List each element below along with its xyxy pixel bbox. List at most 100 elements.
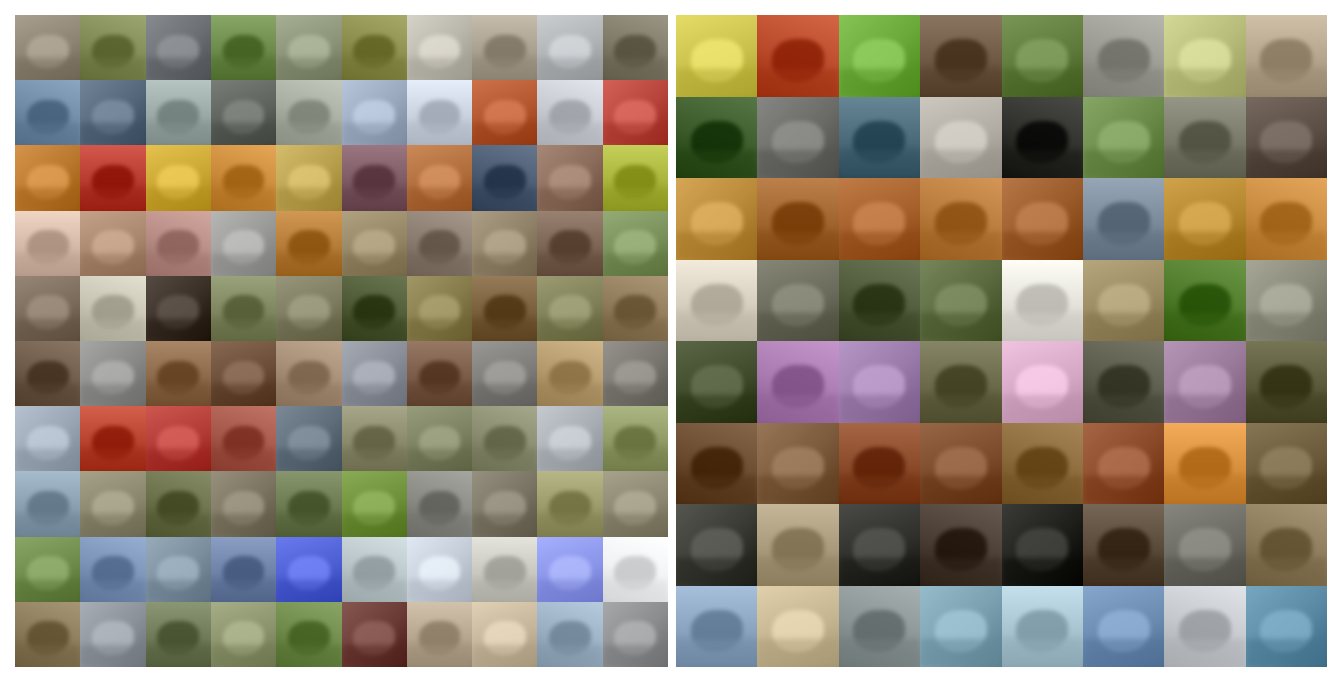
right-grid-ladybug-image — [676, 15, 757, 97]
left-grid-automobile-image — [80, 406, 145, 471]
left-grid-frog-image — [211, 276, 276, 341]
right-grid-school-bus-image — [1164, 178, 1245, 260]
left-grid-automobile-image — [603, 406, 668, 471]
right-grid-school-bus-image — [1246, 178, 1327, 260]
right-grid-ladybug-image — [839, 15, 920, 97]
left-grid-frog-image — [407, 276, 472, 341]
left-grid-ship-image — [80, 80, 145, 145]
left-grid-bird-image — [211, 15, 276, 80]
right-grid-cauliflower-image — [920, 260, 1001, 342]
left-grid-cat-image — [342, 341, 407, 406]
right-grid-landscape-image — [1164, 97, 1245, 179]
left-grid-bird-image — [15, 15, 80, 80]
right-grid-pizza-image — [1002, 423, 1083, 505]
left-grid-automobile-image — [342, 406, 407, 471]
left-grid-horse-image — [15, 602, 80, 667]
left-grid-automobile-image — [407, 406, 472, 471]
right-grid-bowl-image — [757, 504, 838, 586]
left-grid-dog-image — [537, 211, 602, 276]
left-grid-automobile-image — [276, 406, 341, 471]
right-grid-coast-image — [1164, 586, 1245, 668]
left-grid-airplane-image — [80, 537, 145, 602]
right-grid-butterfly-image — [1246, 341, 1327, 423]
left-grid-dog-image — [407, 211, 472, 276]
left-grid-truck-image — [603, 145, 668, 210]
right-grid-ladybug-image — [1002, 15, 1083, 97]
left-grid-horse-image — [211, 602, 276, 667]
left-grid-ship-image — [537, 80, 602, 145]
left-grid-deer-image — [537, 471, 602, 536]
left-grid-cat-image — [603, 341, 668, 406]
right-grid-cauliflower-image — [757, 260, 838, 342]
right-grid-butterfly-image — [1083, 341, 1164, 423]
left-grid-frog-image — [342, 276, 407, 341]
left-grid-horse-image — [537, 602, 602, 667]
left-grid-horse-image — [80, 602, 145, 667]
left-grid-horse-image — [407, 602, 472, 667]
right-grid-ladybug-image — [1083, 15, 1164, 97]
left-grid-cat-image — [407, 341, 472, 406]
right-grid-landscape-image — [839, 97, 920, 179]
left-grid-bird-image — [537, 15, 602, 80]
left-grid-frog-image — [276, 276, 341, 341]
left-grid-automobile-image — [146, 406, 211, 471]
left-grid-deer-image — [146, 471, 211, 536]
left-grid-ship-image — [472, 80, 537, 145]
right-grid-pizza-image — [676, 423, 757, 505]
right-grid-cauliflower-image — [839, 260, 920, 342]
right-grid-pizza-image — [757, 423, 838, 505]
right-grid-butterfly-image — [676, 341, 757, 423]
left-grid-cat-image — [211, 341, 276, 406]
right-grid-butterfly-image — [920, 341, 1001, 423]
right-grid-cauliflower-image — [676, 260, 757, 342]
left-grid-bird-image — [80, 15, 145, 80]
left-grid-deer-image — [15, 471, 80, 536]
right-grid-school-bus-image — [1002, 178, 1083, 260]
right-grid-bowl-image — [839, 504, 920, 586]
right-grid-coast-image — [920, 586, 1001, 668]
left-grid-horse-image — [603, 602, 668, 667]
right-grid-pizza-image — [1083, 423, 1164, 505]
right-grid-coast-image — [1246, 586, 1327, 668]
left-grid-deer-image — [80, 471, 145, 536]
left-grid-truck-image — [407, 145, 472, 210]
right-grid-butterfly-image — [757, 341, 838, 423]
left-grid-truck-image — [80, 145, 145, 210]
left-grid-dog-image — [146, 211, 211, 276]
right-grid-bowl-image — [1002, 504, 1083, 586]
left-grid-bird-image — [407, 15, 472, 80]
right-grid-bowl-image — [1246, 504, 1327, 586]
right-grid-landscape-image — [1083, 97, 1164, 179]
right-grid-cauliflower-image — [1083, 260, 1164, 342]
right-grid-landscape-image — [1002, 97, 1083, 179]
left-grid-frog-image — [537, 276, 602, 341]
left-grid-dog-image — [342, 211, 407, 276]
left-grid-cat-image — [276, 341, 341, 406]
right-grid-landscape-image — [1246, 97, 1327, 179]
left-grid-automobile-image — [537, 406, 602, 471]
left-grid-dog-image — [276, 211, 341, 276]
left-grid-cat-image — [80, 341, 145, 406]
right-grid-coast-image — [676, 586, 757, 668]
left-grid-bird-image — [146, 15, 211, 80]
left-grid-truck-image — [15, 145, 80, 210]
left-image-grid — [15, 15, 668, 667]
right-grid-butterfly-image — [1164, 341, 1245, 423]
right-grid-pizza-image — [920, 423, 1001, 505]
left-grid-truck-image — [342, 145, 407, 210]
right-grid-school-bus-image — [757, 178, 838, 260]
left-grid-horse-image — [342, 602, 407, 667]
right-grid-coast-image — [1002, 586, 1083, 668]
left-grid-dog-image — [603, 211, 668, 276]
left-grid-deer-image — [342, 471, 407, 536]
right-grid-butterfly-image — [1002, 341, 1083, 423]
right-grid-ladybug-image — [757, 15, 838, 97]
left-grid-horse-image — [472, 602, 537, 667]
left-grid-bird-image — [342, 15, 407, 80]
right-grid-landscape-image — [757, 97, 838, 179]
right-image-grid — [676, 15, 1327, 667]
right-grid-coast-image — [757, 586, 838, 668]
right-grid-cauliflower-image — [1246, 260, 1327, 342]
left-grid-deer-image — [472, 471, 537, 536]
right-grid-cauliflower-image — [1002, 260, 1083, 342]
